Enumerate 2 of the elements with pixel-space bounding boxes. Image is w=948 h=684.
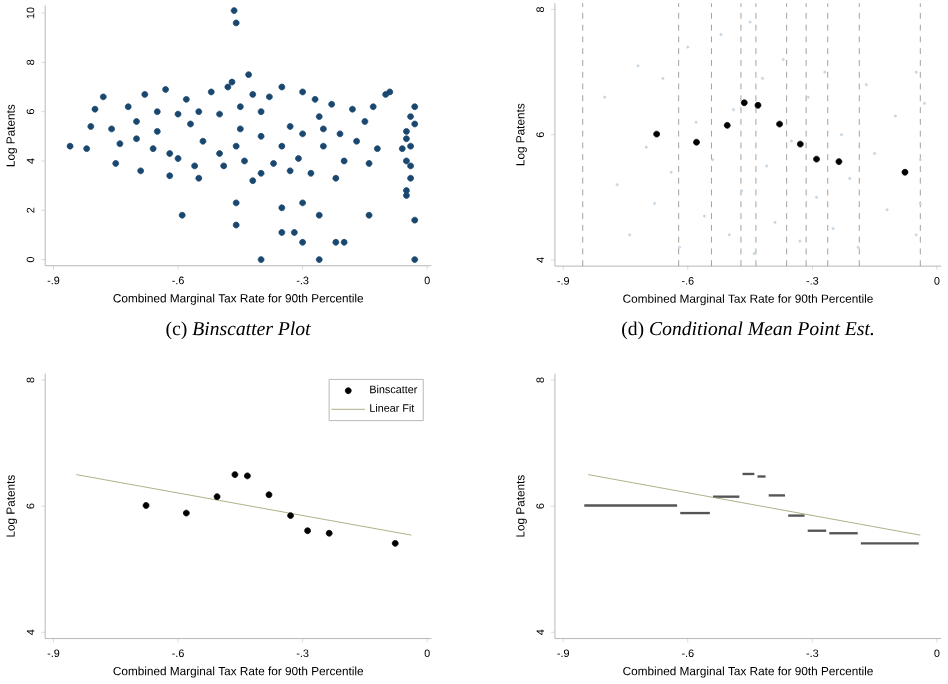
chart-title: (c) Binscatter Plot — [166, 321, 311, 340]
chart-title: (d) Conditional Mean Point Est. — [622, 321, 874, 340]
